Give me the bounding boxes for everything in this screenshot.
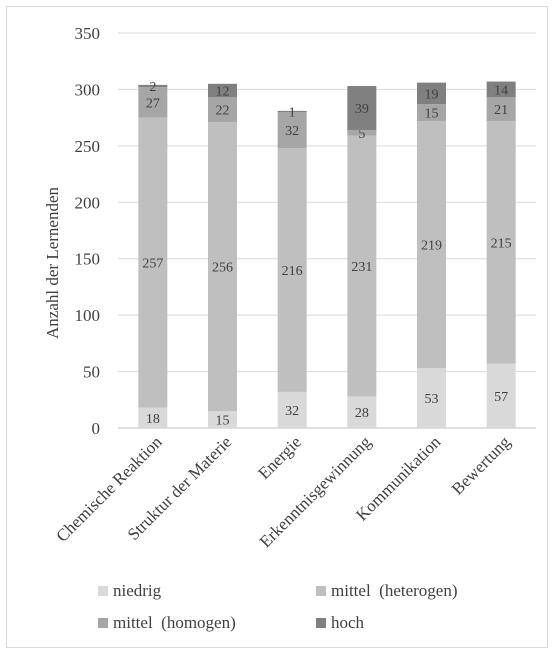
bar-segment <box>417 368 446 428</box>
legend: niedrig mittel (heterogen) mittel (homogen… <box>98 581 458 632</box>
data-label: 219 <box>421 239 442 254</box>
bar-segment <box>486 121 516 364</box>
data-label: 12 <box>216 85 230 100</box>
bar-segment <box>486 81 516 98</box>
data-label: 215 <box>491 236 512 251</box>
y-tick-label: 250 <box>75 137 101 156</box>
y-tick-label: 300 <box>75 80 101 99</box>
data-label: 32 <box>285 124 299 139</box>
bar-segment <box>347 130 377 136</box>
legend-swatch <box>98 618 108 628</box>
y-tick-label: 0 <box>92 419 101 438</box>
bar-segment <box>138 117 168 408</box>
data-label: 15 <box>425 107 439 122</box>
bar-segment <box>138 87 168 118</box>
legend-label: mittel (heterogen) <box>331 581 458 600</box>
bar-segment <box>208 411 237 428</box>
bar-segment <box>347 86 377 131</box>
bar-segment <box>417 121 446 369</box>
data-label: 2 <box>149 80 156 95</box>
bar-segment <box>486 363 516 428</box>
legend-swatch <box>316 618 326 628</box>
y-axis-ticks: 0 50 100 150 200 250 300 350 <box>75 24 101 438</box>
data-label: 231 <box>351 260 372 275</box>
data-label: 21 <box>494 103 508 118</box>
bar-segment <box>277 148 307 392</box>
y-tick-label: 100 <box>75 306 101 325</box>
data-label: 19 <box>425 87 439 102</box>
bar-segment <box>417 82 446 105</box>
y-tick-label: 150 <box>75 250 101 269</box>
bar-segment <box>277 110 307 112</box>
bar-segment <box>417 104 446 122</box>
bar-segment <box>277 112 307 149</box>
legend-label: niedrig <box>113 581 162 600</box>
data-label: 53 <box>425 392 439 407</box>
legend-swatch <box>316 586 326 596</box>
data-label: 57 <box>494 390 508 405</box>
data-label: 216 <box>282 264 303 279</box>
bar-segment <box>347 396 377 428</box>
data-label: 256 <box>212 261 233 276</box>
chart-frame <box>6 6 548 648</box>
data-label: 22 <box>216 104 230 119</box>
legend-swatch <box>98 586 108 596</box>
y-tick-label: 350 <box>75 24 101 43</box>
legend-label: mittel (homogen) <box>113 613 236 632</box>
y-tick-label: 50 <box>83 363 100 382</box>
bar-segment <box>208 83 237 98</box>
bar-segment <box>138 84 168 88</box>
gridlines <box>118 32 536 429</box>
bar-segment <box>277 391 307 428</box>
data-label: 1 <box>289 105 296 120</box>
y-tick-label: 200 <box>75 193 101 212</box>
data-label: 5 <box>358 127 365 142</box>
bar-segment <box>138 407 168 428</box>
data-label: 14 <box>494 83 508 98</box>
y-axis-label: Anzahl der Lernenden <box>43 187 62 339</box>
data-label: 32 <box>285 404 299 419</box>
x-tick-label: Bewertung <box>448 432 515 499</box>
bar-segment <box>208 122 237 412</box>
data-label: 18 <box>146 412 160 427</box>
bar-segment <box>208 97 237 123</box>
data-label: 257 <box>142 257 163 272</box>
bars: 1825727215256221232216321282315395321915… <box>138 80 516 429</box>
data-label: 39 <box>355 102 369 117</box>
data-label: 28 <box>355 406 369 421</box>
data-label: 27 <box>146 96 160 111</box>
x-tick-label: Energie <box>254 432 305 483</box>
data-label: 15 <box>216 414 230 429</box>
bar-segment <box>486 97 516 122</box>
bar-segment <box>347 135 377 397</box>
legend-label: hoch <box>331 613 365 632</box>
